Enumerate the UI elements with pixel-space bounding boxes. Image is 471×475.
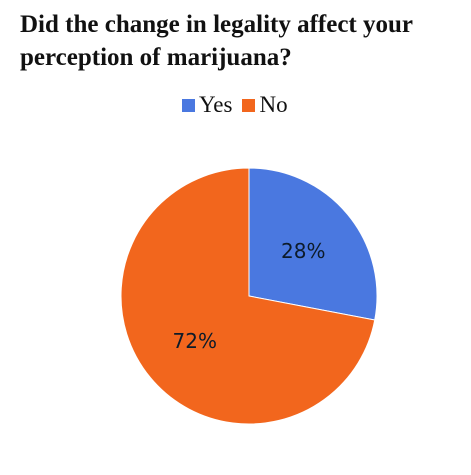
- legend-label-no: No: [259, 92, 288, 117]
- legend-swatch-no: [242, 98, 256, 112]
- slice-label-no: 72%: [173, 329, 217, 353]
- legend-swatch-yes: [182, 98, 195, 112]
- legend-label-yes: Yes: [199, 92, 233, 117]
- pie-slice-no: [120, 167, 376, 425]
- chart-title: Did the change in legality affect your p…: [20, 11, 413, 71]
- pie-labels: 28% 72%: [173, 239, 326, 353]
- legend: Yes No: [182, 92, 298, 118]
- pie-slice-yes: [248, 167, 378, 321]
- pie-slices: [120, 167, 378, 425]
- legend-item-no: No: [242, 92, 288, 118]
- slice-label-yes: 28%: [281, 239, 325, 263]
- legend-item-yes: Yes: [182, 92, 232, 118]
